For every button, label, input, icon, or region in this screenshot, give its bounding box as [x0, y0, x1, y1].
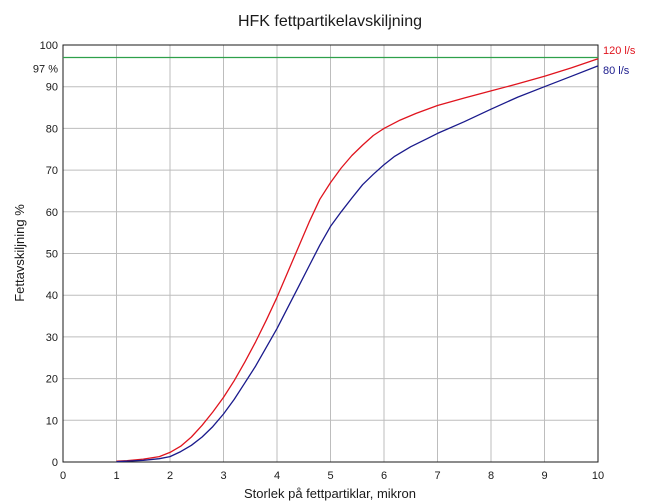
x-tick-label: 3 — [220, 470, 226, 482]
grid-lines — [63, 45, 598, 462]
y-tick-label: 40 — [46, 290, 58, 302]
y-tick-label: 100 — [40, 40, 58, 52]
x-tick-label: 10 — [592, 470, 604, 482]
series-label-120: 120 l/s — [603, 45, 636, 57]
series-labels: 120 l/s 80 l/s — [603, 45, 636, 77]
x-tick-label: 6 — [381, 470, 387, 482]
x-tick-label: 8 — [488, 470, 494, 482]
y-axis-tick-labels: 0 10 20 30 40 50 60 70 80 90 100 — [40, 40, 58, 469]
reference-line-group: 97 % — [33, 58, 598, 76]
y-tick-label: 30 — [46, 332, 58, 344]
x-axis-label: Storlek på fettpartiklar, mikron — [244, 486, 416, 501]
y-tick-label: 20 — [46, 374, 58, 386]
y-tick-label: 70 — [46, 165, 58, 177]
x-tick-label: 9 — [541, 470, 547, 482]
x-tick-label: 7 — [434, 470, 440, 482]
x-tick-label: 5 — [327, 470, 333, 482]
x-tick-label: 4 — [274, 470, 280, 482]
x-tick-label: 1 — [113, 470, 119, 482]
x-tick-label: 2 — [167, 470, 173, 482]
series-line-120 — [117, 59, 599, 461]
y-tick-label: 80 — [46, 123, 58, 135]
y-tick-label: 60 — [46, 207, 58, 219]
series-lines — [117, 59, 599, 462]
y-axis-label: Fettavskiljning % — [12, 204, 27, 302]
reference-line-label: 97 % — [33, 64, 58, 76]
series-label-80: 80 l/s — [603, 65, 630, 77]
series-line-80 — [117, 66, 599, 462]
x-tick-label: 0 — [60, 470, 66, 482]
y-tick-label: 0 — [52, 457, 58, 469]
y-tick-label: 10 — [46, 415, 58, 427]
chart-title: HFK fettpartikelavskiljning — [238, 13, 422, 30]
y-tick-label: 50 — [46, 249, 58, 261]
y-tick-label: 90 — [46, 82, 58, 94]
x-axis-tick-labels: 0 1 2 3 4 5 6 7 8 9 10 — [60, 470, 604, 482]
